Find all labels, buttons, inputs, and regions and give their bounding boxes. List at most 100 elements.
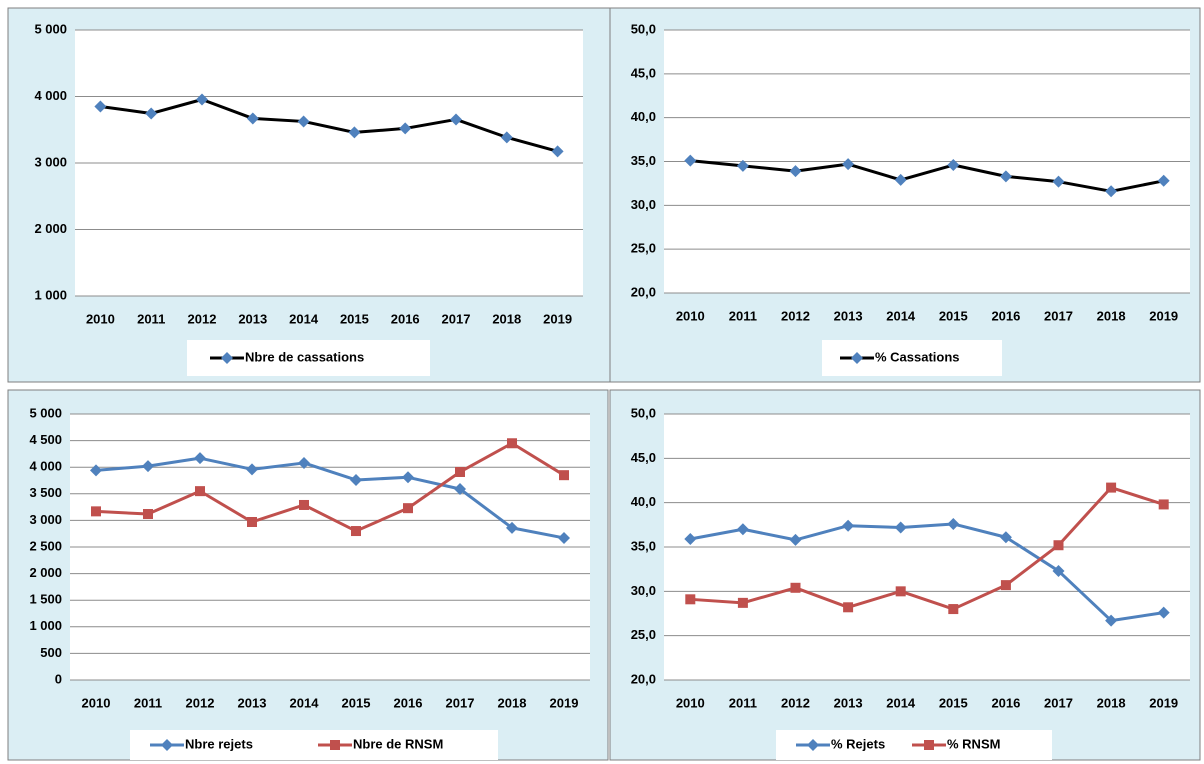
x-tick-label: 2017 (1044, 695, 1073, 710)
data-point (1053, 540, 1064, 551)
x-tick-label: 2013 (834, 308, 863, 323)
y-tick-label: 40,0 (631, 109, 656, 124)
x-tick-label: 2012 (186, 695, 215, 710)
x-tick-label: 2011 (729, 695, 757, 710)
data-point (1106, 482, 1117, 493)
data-point (246, 112, 259, 125)
x-tick-label: 2019 (1149, 695, 1178, 710)
data-point (790, 582, 801, 593)
y-tick-label: 30,0 (631, 583, 656, 598)
y-tick-label: 3 000 (29, 512, 62, 527)
y-tick-label: 20,0 (631, 284, 656, 299)
data-point (685, 594, 696, 605)
data-point (194, 452, 206, 465)
x-tick-label: 2012 (781, 695, 810, 710)
y-tick-label: 35,0 (631, 153, 656, 168)
data-point (947, 517, 960, 530)
x-tick-label: 2012 (781, 308, 810, 323)
data-point (736, 523, 749, 536)
x-tick-label: 2014 (289, 311, 319, 326)
y-tick-label: 20,0 (631, 671, 656, 686)
series-line (690, 522, 1164, 623)
y-tick-label: 1 000 (29, 618, 62, 633)
x-tick-label: 2016 (991, 695, 1020, 710)
data-point (403, 503, 413, 514)
x-tick-label: 2018 (1097, 308, 1126, 323)
y-tick-label: 35,0 (631, 538, 656, 553)
y-tick-label: 50,0 (631, 405, 656, 420)
y-tick-label: 5 000 (34, 21, 67, 36)
data-point (684, 533, 697, 546)
x-tick-label: 2016 (394, 695, 423, 710)
legend-label: % Rejets (831, 736, 885, 751)
data-point (500, 131, 513, 144)
x-tick-label: 2011 (134, 695, 162, 710)
data-point (842, 158, 855, 171)
data-point (894, 173, 907, 186)
data-point (450, 113, 462, 126)
series-line (100, 97, 558, 153)
x-tick-label: 2014 (886, 308, 916, 323)
data-point (350, 473, 362, 486)
data-point (843, 602, 854, 613)
data-point (142, 460, 154, 473)
data-point (348, 126, 361, 139)
x-tick-label: 2018 (498, 695, 527, 710)
series-line (690, 159, 1164, 193)
data-point (399, 122, 412, 135)
x-tick-label: 2017 (446, 695, 475, 710)
data-point (1105, 185, 1118, 198)
y-tick-label: 25,0 (631, 241, 656, 256)
x-tick-label: 2015 (340, 311, 369, 326)
data-point (789, 165, 802, 178)
x-tick-label: 2016 (391, 311, 420, 326)
data-point (1157, 606, 1170, 619)
legend-marker (807, 739, 819, 751)
y-tick-label: 2 500 (29, 538, 62, 553)
data-point (999, 170, 1012, 183)
data-point (246, 463, 258, 476)
data-point (507, 438, 517, 449)
legend-marker (924, 740, 934, 750)
data-point (1105, 614, 1118, 627)
x-tick-label: 2012 (188, 311, 217, 326)
data-point (1158, 499, 1169, 510)
x-tick-label: 2010 (86, 311, 115, 326)
y-tick-label: 25,0 (631, 627, 656, 642)
x-tick-label: 2013 (238, 311, 267, 326)
data-point (1000, 580, 1011, 591)
data-point (195, 486, 205, 497)
data-point (789, 533, 802, 546)
x-tick-label: 2018 (492, 311, 521, 326)
series-line (95, 441, 565, 533)
series-line (690, 486, 1165, 611)
data-point (91, 506, 101, 517)
data-point (298, 456, 310, 469)
x-tick-label: 2017 (442, 311, 471, 326)
data-point (895, 586, 906, 597)
data-point (947, 159, 960, 172)
data-point (559, 470, 569, 481)
y-tick-label: 2 000 (29, 565, 62, 580)
data-point (1052, 175, 1065, 188)
data-point (454, 483, 466, 496)
data-point (145, 107, 158, 120)
legend-marker (221, 352, 233, 364)
y-tick-label: 3 000 (34, 154, 67, 169)
y-tick-label: 45,0 (631, 450, 656, 465)
legend-box (130, 730, 498, 760)
legend-label: % RNSM (947, 736, 1000, 751)
y-tick-label: 500 (40, 645, 62, 660)
y-tick-label: 40,0 (631, 494, 656, 509)
data-point (297, 115, 310, 128)
x-tick-label: 2019 (1149, 308, 1178, 323)
legend-marker (161, 739, 173, 751)
y-tick-label: 1 000 (34, 287, 67, 302)
data-point (737, 597, 748, 608)
data-point (90, 464, 102, 477)
data-point (1157, 174, 1170, 187)
data-point (196, 93, 208, 106)
data-point (143, 509, 153, 520)
x-tick-label: 2018 (1097, 695, 1126, 710)
y-tick-label: 4 000 (29, 459, 62, 474)
